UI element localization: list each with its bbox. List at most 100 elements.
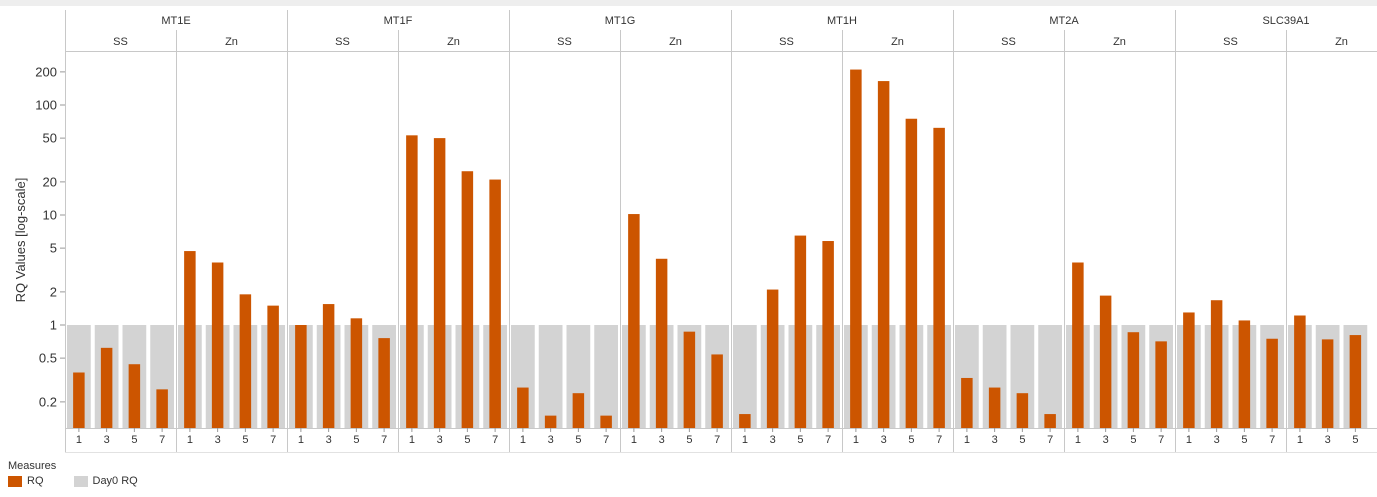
group-header-ss: SS bbox=[557, 36, 572, 48]
x-tick-label: 5 bbox=[131, 434, 137, 446]
x-tick-label: 1 bbox=[964, 434, 970, 446]
rq-bar bbox=[822, 241, 834, 428]
rq-bar bbox=[1044, 414, 1056, 428]
x-tick-label: 1 bbox=[742, 434, 748, 446]
legend-swatch-day0-rq bbox=[73, 475, 88, 487]
rq-bar bbox=[128, 364, 141, 428]
legend-item-rq[interactable]: RQ bbox=[8, 475, 44, 487]
y-tick-label: 200 bbox=[35, 64, 57, 79]
rq-bar bbox=[156, 389, 168, 428]
x-tick-label: 3 bbox=[992, 434, 998, 446]
rq-bar bbox=[683, 331, 696, 428]
day0-bar bbox=[538, 325, 563, 428]
rq-bar bbox=[1210, 300, 1223, 428]
gene-header-mt2a: MT2A bbox=[1049, 15, 1079, 27]
x-tick-label: 3 bbox=[437, 434, 443, 446]
group-header-zn: Zn bbox=[1335, 36, 1348, 48]
day0-bar bbox=[511, 325, 535, 428]
rq-bar bbox=[1183, 312, 1195, 428]
rq-bar bbox=[184, 251, 196, 428]
y-tick-label: 2 bbox=[50, 284, 57, 299]
group-header-ss: SS bbox=[113, 36, 128, 48]
day0-bar bbox=[955, 325, 979, 428]
y-tick-label: 50 bbox=[43, 131, 57, 146]
rq-bar bbox=[211, 262, 224, 428]
day0-bar bbox=[150, 325, 174, 428]
day0-bar bbox=[1038, 325, 1062, 428]
y-tick-label: 1 bbox=[50, 318, 57, 333]
x-tick-label: 7 bbox=[714, 434, 720, 446]
rq-bar bbox=[406, 135, 418, 428]
x-tick-label: 7 bbox=[1158, 434, 1164, 446]
rq-bar bbox=[1266, 338, 1278, 428]
x-tick-label: 7 bbox=[825, 434, 831, 446]
rq-bar bbox=[295, 325, 307, 428]
rq-bar bbox=[267, 305, 279, 428]
day0-bar bbox=[1010, 325, 1035, 428]
day0-bar bbox=[594, 325, 618, 428]
y-tick-label: 100 bbox=[35, 98, 57, 113]
rq-bar bbox=[1016, 393, 1029, 428]
x-tick-label: 7 bbox=[381, 434, 387, 446]
x-tick-label: 1 bbox=[1075, 434, 1081, 446]
rq-bar bbox=[655, 258, 668, 428]
x-tick-label: 7 bbox=[492, 434, 498, 446]
rq-bar bbox=[766, 289, 779, 428]
rq-bar bbox=[572, 393, 585, 428]
rq-bar bbox=[1349, 335, 1362, 428]
rq-bar bbox=[461, 171, 474, 428]
group-header-zn: Zn bbox=[225, 36, 238, 48]
gene-header-mt1h: MT1H bbox=[827, 15, 857, 27]
x-tick-label: 1 bbox=[520, 434, 526, 446]
rq-bar bbox=[1321, 339, 1334, 428]
legend-title: Measures bbox=[8, 460, 57, 472]
rq-bar bbox=[239, 294, 252, 428]
legend-item-day0-rq[interactable]: Day0 RQ bbox=[73, 475, 138, 487]
rq-bar bbox=[517, 387, 529, 428]
x-tick-label: 3 bbox=[1103, 434, 1109, 446]
group-header-ss: SS bbox=[779, 36, 794, 48]
gene-header-mt1g: MT1G bbox=[605, 15, 636, 27]
rq-bar bbox=[1155, 341, 1167, 428]
x-tick-label: 3 bbox=[1325, 434, 1331, 446]
rq-bar bbox=[100, 347, 113, 428]
x-tick-label: 3 bbox=[104, 434, 110, 446]
x-tick-label: 5 bbox=[1019, 434, 1025, 446]
gene-header-slc39a1: SLC39A1 bbox=[1262, 15, 1309, 27]
group-header-ss: SS bbox=[1223, 36, 1238, 48]
x-tick-label: 5 bbox=[1130, 434, 1136, 446]
x-tick-label: 1 bbox=[631, 434, 637, 446]
y-axis-title: RQ Values [log-scale] bbox=[13, 178, 28, 303]
rq-bar bbox=[988, 387, 1001, 428]
x-tick-label: 7 bbox=[603, 434, 609, 446]
rq-bar bbox=[1238, 320, 1251, 428]
x-tick-label: 1 bbox=[1186, 434, 1192, 446]
x-tick-label: 5 bbox=[1352, 434, 1358, 446]
rq-bar bbox=[433, 138, 446, 429]
rq-bar bbox=[350, 318, 363, 428]
rq-bar bbox=[628, 214, 640, 428]
x-tick-label: 1 bbox=[76, 434, 82, 446]
rq-bar bbox=[850, 69, 862, 428]
group-header-zn: Zn bbox=[891, 36, 904, 48]
rq-bar bbox=[600, 415, 612, 428]
gene-header-mt1e: MT1E bbox=[161, 15, 190, 27]
x-tick-label: 5 bbox=[464, 434, 470, 446]
rq-bar bbox=[544, 415, 557, 428]
top-strip bbox=[0, 0, 1377, 6]
x-tick-label: 3 bbox=[548, 434, 554, 446]
rq-bar bbox=[794, 235, 807, 428]
group-header-zn: Zn bbox=[1113, 36, 1126, 48]
x-tick-label: 5 bbox=[242, 434, 248, 446]
day0-bar bbox=[566, 325, 591, 428]
gene-header-mt1f: MT1F bbox=[384, 15, 413, 27]
rq-bar bbox=[489, 179, 501, 428]
x-tick-label: 7 bbox=[936, 434, 942, 446]
rq-bar bbox=[905, 118, 918, 429]
group-header-zn: Zn bbox=[669, 36, 682, 48]
x-tick-label: 3 bbox=[881, 434, 887, 446]
legend-label-day0-rq: Day0 RQ bbox=[92, 475, 138, 487]
rq-bar bbox=[711, 354, 723, 428]
